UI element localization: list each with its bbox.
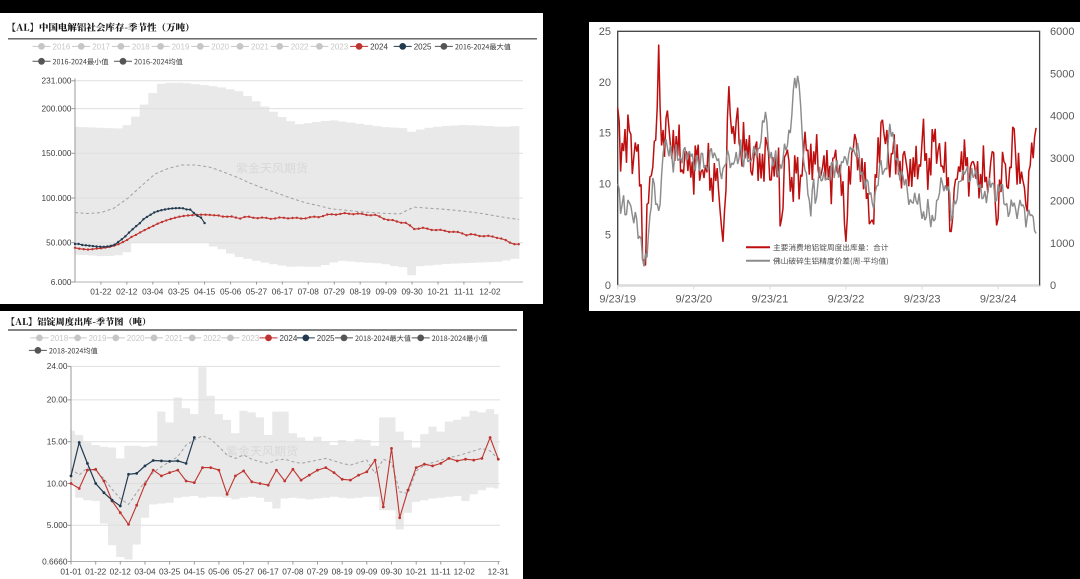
svg-text:08-19: 08-19	[332, 567, 354, 577]
svg-text:2021: 2021	[165, 334, 183, 343]
svg-text:2017: 2017	[92, 42, 110, 51]
svg-text:2023: 2023	[330, 42, 348, 51]
svg-text:3000: 3000	[1050, 153, 1074, 165]
svg-text:25: 25	[599, 26, 611, 38]
svg-text:06-17: 06-17	[258, 567, 280, 577]
svg-text:04-15: 04-15	[184, 567, 206, 577]
svg-text:2025: 2025	[317, 334, 335, 343]
svg-text:09-30: 09-30	[401, 287, 423, 297]
svg-text:9/23/22: 9/23/22	[828, 294, 865, 306]
svg-text:01-22: 01-22	[90, 287, 112, 297]
svg-text:11-11: 11-11	[454, 287, 474, 297]
svg-text:9/23/20: 9/23/20	[675, 294, 712, 306]
svg-text:04-15: 04-15	[194, 287, 216, 297]
svg-text:09-30: 09-30	[381, 567, 403, 577]
svg-text:12-31: 12-31	[488, 567, 510, 577]
svg-text:07-29: 07-29	[324, 287, 346, 297]
svg-text:1000: 1000	[1050, 238, 1074, 250]
svg-text:2021: 2021	[251, 42, 269, 51]
svg-text:06-17: 06-17	[272, 287, 294, 297]
svg-text:05-06: 05-06	[220, 287, 242, 297]
svg-text:12-02: 12-02	[479, 287, 501, 297]
svg-text:9/23/23: 9/23/23	[904, 294, 941, 306]
svg-text:5000: 5000	[1050, 68, 1074, 80]
svg-text:02-12: 02-12	[110, 567, 132, 577]
svg-text:9/23/19: 9/23/19	[599, 294, 636, 306]
svg-text:10.00: 10.00	[47, 478, 68, 488]
svg-text:2024: 2024	[370, 42, 388, 51]
svg-text:05-27: 05-27	[233, 567, 255, 577]
svg-text:07-08: 07-08	[282, 567, 304, 577]
svg-text:2018: 2018	[50, 334, 68, 343]
svg-text:2025: 2025	[414, 42, 432, 51]
svg-text:05-06: 05-06	[208, 567, 230, 577]
svg-text:01-01: 01-01	[60, 567, 82, 577]
svg-text:0.6660: 0.6660	[42, 556, 68, 566]
svg-text:07-29: 07-29	[307, 567, 329, 577]
svg-text:4000: 4000	[1050, 111, 1074, 123]
svg-text:2016: 2016	[53, 42, 71, 51]
svg-text:231.000: 231.000	[42, 76, 72, 86]
svg-text:2018: 2018	[132, 42, 150, 51]
svg-text:03-25: 03-25	[159, 567, 181, 577]
svg-text:02-12: 02-12	[116, 287, 138, 297]
svg-text:08-19: 08-19	[350, 287, 372, 297]
svg-text:150.000: 150.000	[42, 148, 72, 158]
svg-text:2023: 2023	[241, 334, 259, 343]
svg-text:03-04: 03-04	[134, 567, 156, 577]
svg-text:15.00: 15.00	[47, 437, 68, 447]
svg-text:2020: 2020	[211, 42, 229, 51]
svg-text:12-02: 12-02	[454, 567, 476, 577]
svg-text:2000: 2000	[1050, 196, 1074, 208]
svg-text:15: 15	[599, 128, 611, 140]
svg-text:100.000: 100.000	[42, 193, 72, 203]
svg-text:09-09: 09-09	[356, 567, 378, 577]
svg-text:20.00: 20.00	[47, 395, 68, 405]
svg-text:2020: 2020	[127, 334, 145, 343]
svg-text:2019: 2019	[89, 334, 107, 343]
svg-text:05-27: 05-27	[246, 287, 268, 297]
svg-text:24.00: 24.00	[47, 361, 68, 371]
svg-text:5: 5	[605, 229, 611, 241]
svg-text:5.000: 5.000	[47, 520, 68, 530]
svg-text:10-21: 10-21	[406, 567, 428, 577]
svg-text:200.000: 200.000	[42, 103, 72, 113]
svg-text:11-11: 11-11	[431, 567, 451, 577]
svg-text:6000: 6000	[1050, 26, 1074, 38]
svg-text:9/23/21: 9/23/21	[752, 294, 789, 306]
svg-text:2022: 2022	[203, 334, 221, 343]
svg-text:2024: 2024	[280, 334, 298, 343]
svg-text:03-04: 03-04	[142, 287, 164, 297]
svg-text:6.000: 6.000	[51, 277, 72, 287]
svg-text:10-21: 10-21	[427, 287, 449, 297]
svg-text:10: 10	[599, 179, 611, 191]
svg-text:2022: 2022	[291, 42, 309, 51]
svg-text:20: 20	[599, 77, 611, 89]
svg-text:0: 0	[605, 280, 611, 292]
svg-text:9/23/24: 9/23/24	[980, 294, 1017, 306]
svg-text:0: 0	[1050, 280, 1056, 292]
svg-text:09-09: 09-09	[375, 287, 397, 297]
svg-text:03-25: 03-25	[168, 287, 190, 297]
svg-text:2019: 2019	[172, 42, 190, 51]
svg-text:07-08: 07-08	[298, 287, 320, 297]
svg-text:50.000: 50.000	[46, 238, 72, 248]
svg-text:01-22: 01-22	[85, 567, 107, 577]
